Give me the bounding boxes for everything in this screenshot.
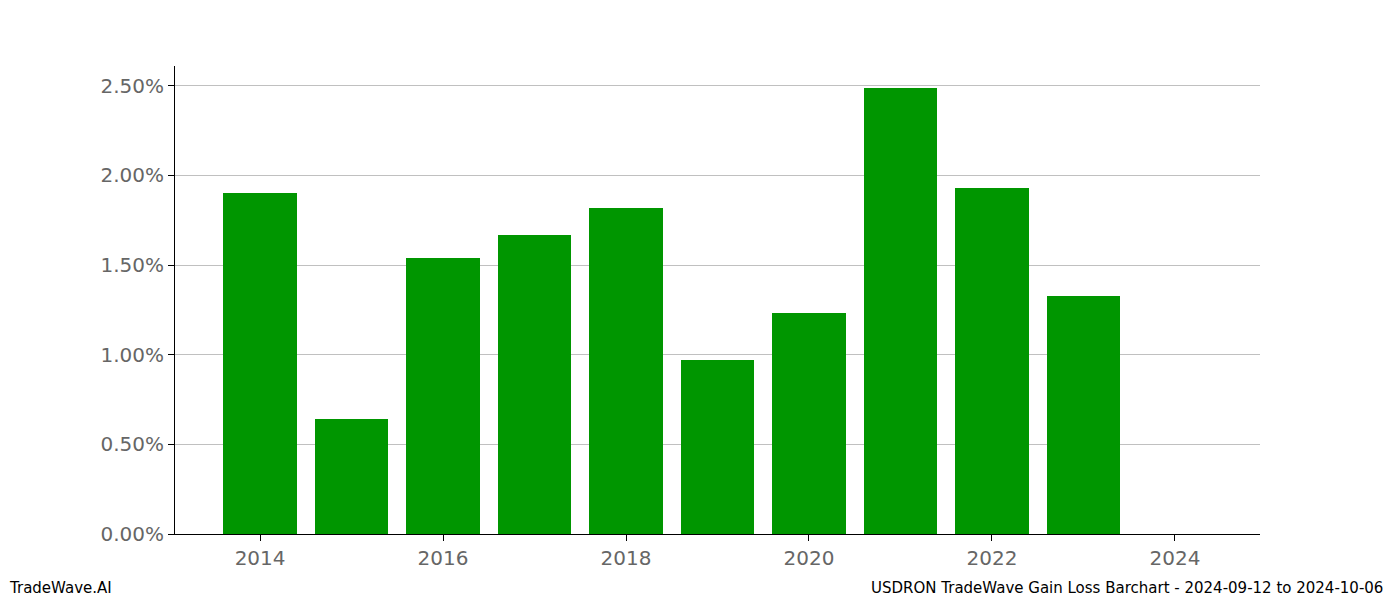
svg-text:0.50%: 0.50%: [100, 432, 164, 456]
svg-text:1.00%: 1.00%: [100, 343, 164, 367]
svg-text:2.00%: 2.00%: [100, 163, 164, 187]
svg-text:0.00%: 0.00%: [100, 522, 164, 546]
svg-text:2020: 2020: [784, 546, 835, 570]
svg-text:TradeWave.AI: TradeWave.AI: [9, 579, 112, 597]
svg-text:2014: 2014: [235, 546, 286, 570]
svg-text:2018: 2018: [601, 546, 652, 570]
svg-text:2024: 2024: [1149, 546, 1200, 570]
svg-text:1.50%: 1.50%: [100, 253, 164, 277]
svg-text:2022: 2022: [966, 546, 1017, 570]
svg-text:2.50%: 2.50%: [100, 74, 164, 98]
svg-text:2016: 2016: [418, 546, 469, 570]
svg-text:USDRON TradeWave Gain Loss Bar: USDRON TradeWave Gain Loss Barchart - 20…: [871, 579, 1383, 597]
